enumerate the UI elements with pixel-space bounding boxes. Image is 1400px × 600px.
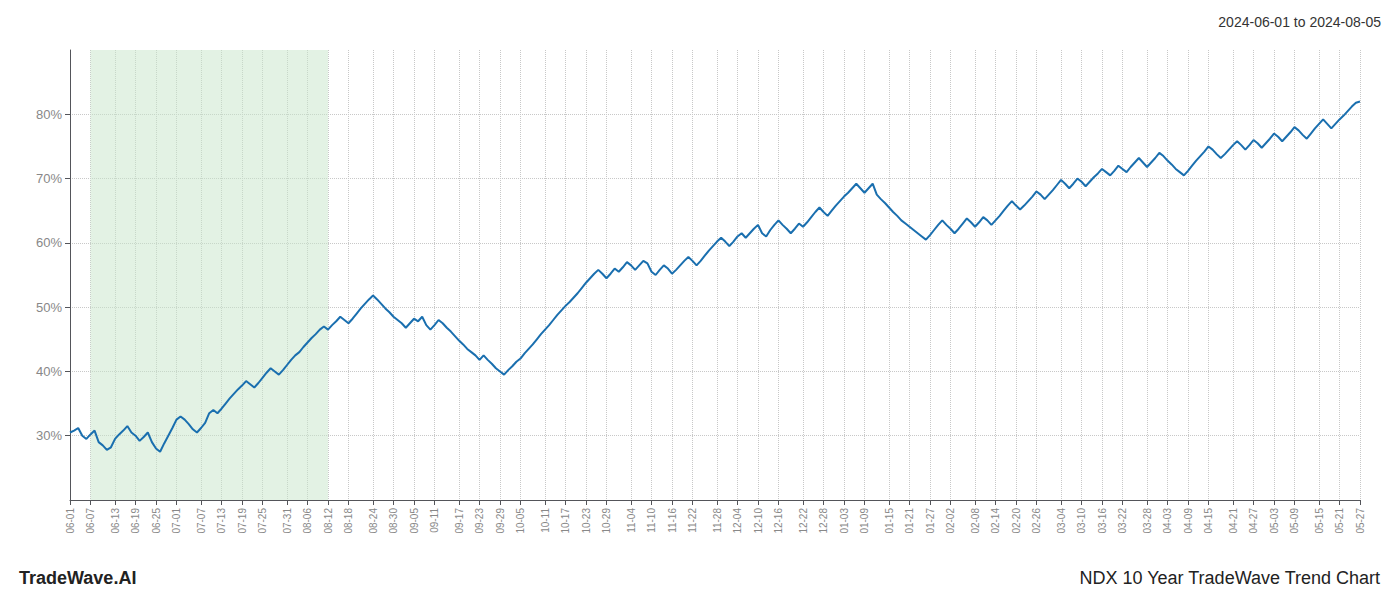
svg-text:04-27: 04-27 [1248,508,1259,534]
svg-text:03-22: 03-22 [1117,508,1128,534]
svg-text:12-10: 12-10 [753,508,764,534]
svg-text:11-10: 11-10 [646,508,657,533]
svg-text:60%: 60% [36,235,62,250]
svg-text:06-13: 06-13 [110,508,121,534]
svg-text:04-03: 04-03 [1162,508,1173,534]
svg-text:01-27: 01-27 [925,508,936,534]
svg-text:10-11: 10-11 [540,508,551,533]
svg-text:05-15: 05-15 [1314,508,1325,534]
svg-text:01-03: 01-03 [839,508,850,534]
svg-text:03-16: 03-16 [1097,508,1108,534]
svg-text:10-23: 10-23 [581,508,592,534]
svg-text:70%: 70% [36,171,62,186]
svg-text:07-25: 07-25 [257,508,268,534]
svg-text:02-26: 02-26 [1031,508,1042,534]
svg-text:05-09: 05-09 [1289,508,1300,534]
svg-text:09-11: 09-11 [429,508,440,533]
svg-text:10-05: 10-05 [515,508,526,534]
svg-text:02-20: 02-20 [1011,508,1022,534]
svg-text:06-19: 06-19 [130,508,141,534]
svg-text:03-28: 03-28 [1142,508,1153,534]
svg-text:02-14: 02-14 [990,508,1001,534]
svg-text:09-17: 09-17 [454,508,465,534]
svg-text:03-04: 03-04 [1056,508,1067,534]
svg-text:01-09: 01-09 [859,508,870,534]
svg-text:12-16: 12-16 [773,508,784,534]
svg-text:04-15: 04-15 [1203,508,1214,534]
svg-text:05-03: 05-03 [1269,508,1280,534]
svg-text:08-12: 08-12 [323,508,334,534]
svg-text:07-07: 07-07 [196,508,207,534]
svg-text:10-29: 10-29 [601,508,612,534]
svg-text:TradeWave.AI: TradeWave.AI [19,568,136,588]
svg-text:40%: 40% [36,364,62,379]
svg-text:06-01: 06-01 [65,508,76,534]
svg-text:08-30: 08-30 [388,508,399,534]
svg-text:NDX 10 Year TradeWave Trend Ch: NDX 10 Year TradeWave Trend Chart [1080,568,1381,588]
svg-text:07-13: 07-13 [216,508,227,534]
svg-text:10-17: 10-17 [560,508,571,534]
svg-text:11-28: 11-28 [712,508,723,533]
svg-text:12-28: 12-28 [818,508,829,534]
svg-text:04-21: 04-21 [1228,508,1239,534]
svg-text:07-19: 07-19 [237,508,248,534]
svg-text:05-21: 05-21 [1334,508,1345,534]
svg-text:07-31: 07-31 [282,508,293,534]
svg-text:06-25: 06-25 [151,508,162,534]
svg-text:09-05: 09-05 [409,508,420,534]
svg-text:80%: 80% [36,107,62,122]
svg-text:09-29: 09-29 [495,508,506,534]
svg-text:30%: 30% [36,428,62,443]
svg-text:05-27: 05-27 [1355,508,1366,534]
svg-text:01-21: 01-21 [904,508,915,534]
svg-text:11-16: 11-16 [667,508,678,533]
svg-text:12-22: 12-22 [798,508,809,534]
svg-text:06-07: 06-07 [85,508,96,534]
svg-text:03-10: 03-10 [1076,508,1087,534]
svg-text:08-24: 08-24 [368,508,379,534]
svg-text:02-02: 02-02 [945,508,956,534]
svg-text:2024-06-01 to 2024-08-05: 2024-06-01 to 2024-08-05 [1218,14,1381,30]
svg-text:11-22: 11-22 [687,508,698,533]
svg-text:12-04: 12-04 [732,508,743,534]
svg-text:07-01: 07-01 [171,508,182,534]
svg-text:08-18: 08-18 [343,508,354,534]
svg-text:50%: 50% [36,300,62,315]
svg-text:02-08: 02-08 [970,508,981,534]
svg-text:08-06: 08-06 [302,508,313,534]
svg-text:09-23: 09-23 [474,508,485,534]
svg-text:04-09: 04-09 [1183,508,1194,534]
svg-text:11-04: 11-04 [626,508,637,533]
svg-text:01-15: 01-15 [884,508,895,534]
